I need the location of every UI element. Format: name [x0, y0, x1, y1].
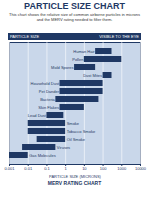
- svg-text:Pollen: Pollen: [72, 57, 83, 62]
- svg-text:0.001: 0.001: [4, 166, 15, 171]
- svg-text:0.1: 0.1: [44, 166, 50, 171]
- svg-text:Household Dust: Household Dust: [31, 81, 60, 86]
- svg-text:10000: 10000: [135, 166, 147, 171]
- svg-text:Dust Mites: Dust Mites: [83, 73, 102, 78]
- html-text:PARTICLE SIZE: PARTICLE SIZE: [10, 34, 40, 39]
- svg-text:Mold Spores: Mold Spores: [51, 65, 73, 70]
- svg-text:Gas Molecules: Gas Molecules: [29, 153, 55, 158]
- html-text:This chart shows the relative: This chart shows the relative size of co…: [9, 12, 140, 22]
- svg-text:Viruses: Viruses: [57, 145, 70, 150]
- html-text:VISIBLE TO THE EYE: VISIBLE TO THE EYE: [99, 34, 139, 39]
- svg-text:PARTICLE SIZE (MICRONS): PARTICLE SIZE (MICRONS): [49, 174, 102, 179]
- svg-text:Smoke: Smoke: [67, 121, 80, 126]
- html-text:PARTICLE SIZE CHART: PARTICLE SIZE CHART: [24, 1, 125, 11]
- svg-text:Oil Smoke: Oil Smoke: [67, 137, 86, 142]
- svg-text:1: 1: [65, 166, 68, 171]
- svg-text:Human Hair: Human Hair: [73, 49, 95, 54]
- svg-text:1000: 1000: [117, 166, 127, 171]
- svg-text:0.01: 0.01: [24, 166, 33, 171]
- svg-text:Pet Dander: Pet Dander: [39, 89, 60, 94]
- html-text:MERV RATING CHART: MERV RATING CHART: [47, 180, 102, 186]
- svg-text:Bacteria: Bacteria: [40, 97, 55, 102]
- svg-text:Skin Flakes: Skin Flakes: [38, 105, 59, 110]
- svg-text:10: 10: [82, 166, 87, 171]
- svg-text:100: 100: [100, 166, 107, 171]
- svg-text:Lead Dust: Lead Dust: [28, 113, 47, 118]
- svg-text:Tobacco Smoke: Tobacco Smoke: [67, 129, 96, 134]
